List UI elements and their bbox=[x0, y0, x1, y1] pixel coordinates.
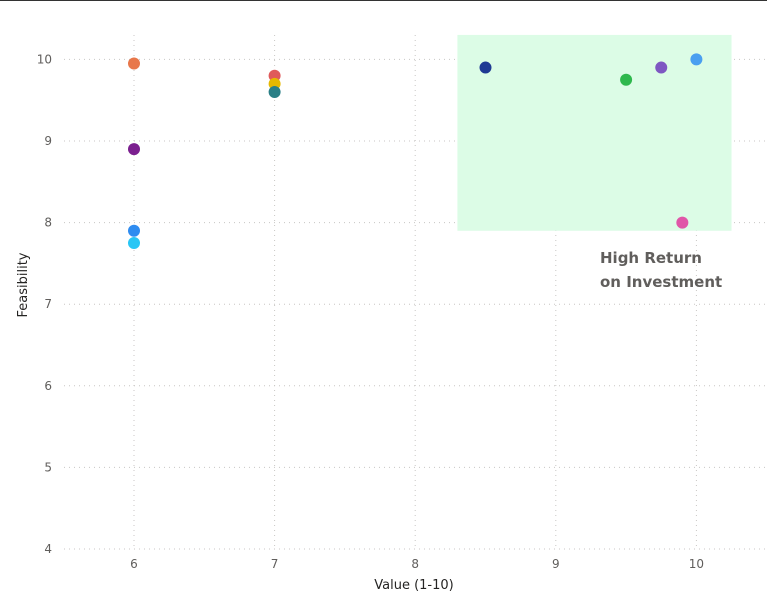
data-point bbox=[128, 237, 140, 249]
high-roi-region bbox=[457, 34, 732, 231]
x-tick-label: 7 bbox=[271, 557, 279, 571]
data-point bbox=[128, 143, 140, 156]
data-points bbox=[128, 53, 703, 249]
y-tick-label: 6 bbox=[44, 379, 52, 393]
y-axis-ticks: 4 5 6 7 8 9 10 bbox=[37, 52, 52, 556]
x-axis-ticks: 6 7 8 9 10 bbox=[130, 557, 704, 571]
x-tick-label: 8 bbox=[411, 557, 419, 571]
x-tick-label: 9 bbox=[552, 557, 560, 571]
x-tick-label: 10 bbox=[689, 557, 704, 571]
y-tick-label: 4 bbox=[44, 542, 52, 556]
data-point bbox=[128, 57, 140, 70]
data-point bbox=[690, 53, 703, 66]
data-point bbox=[676, 216, 689, 229]
y-tick-label: 5 bbox=[44, 460, 52, 474]
high-roi-label-line-1: High Return bbox=[600, 249, 702, 267]
data-point bbox=[268, 86, 281, 99]
y-tick-label: 7 bbox=[44, 297, 52, 311]
x-axis-title: Value (1-10) bbox=[374, 578, 453, 593]
data-point bbox=[655, 61, 668, 74]
y-tick-label: 10 bbox=[37, 52, 52, 66]
data-point bbox=[479, 61, 492, 74]
data-point bbox=[620, 73, 633, 86]
y-tick-label: 8 bbox=[44, 216, 52, 230]
y-tick-label: 9 bbox=[44, 134, 52, 148]
x-tick-label: 6 bbox=[130, 557, 138, 571]
high-roi-label-line-2: on Investment bbox=[600, 273, 722, 291]
high-roi-label: High Return on Investment bbox=[600, 249, 722, 291]
y-axis-title: Feasibility bbox=[16, 252, 31, 317]
data-point bbox=[128, 224, 140, 237]
